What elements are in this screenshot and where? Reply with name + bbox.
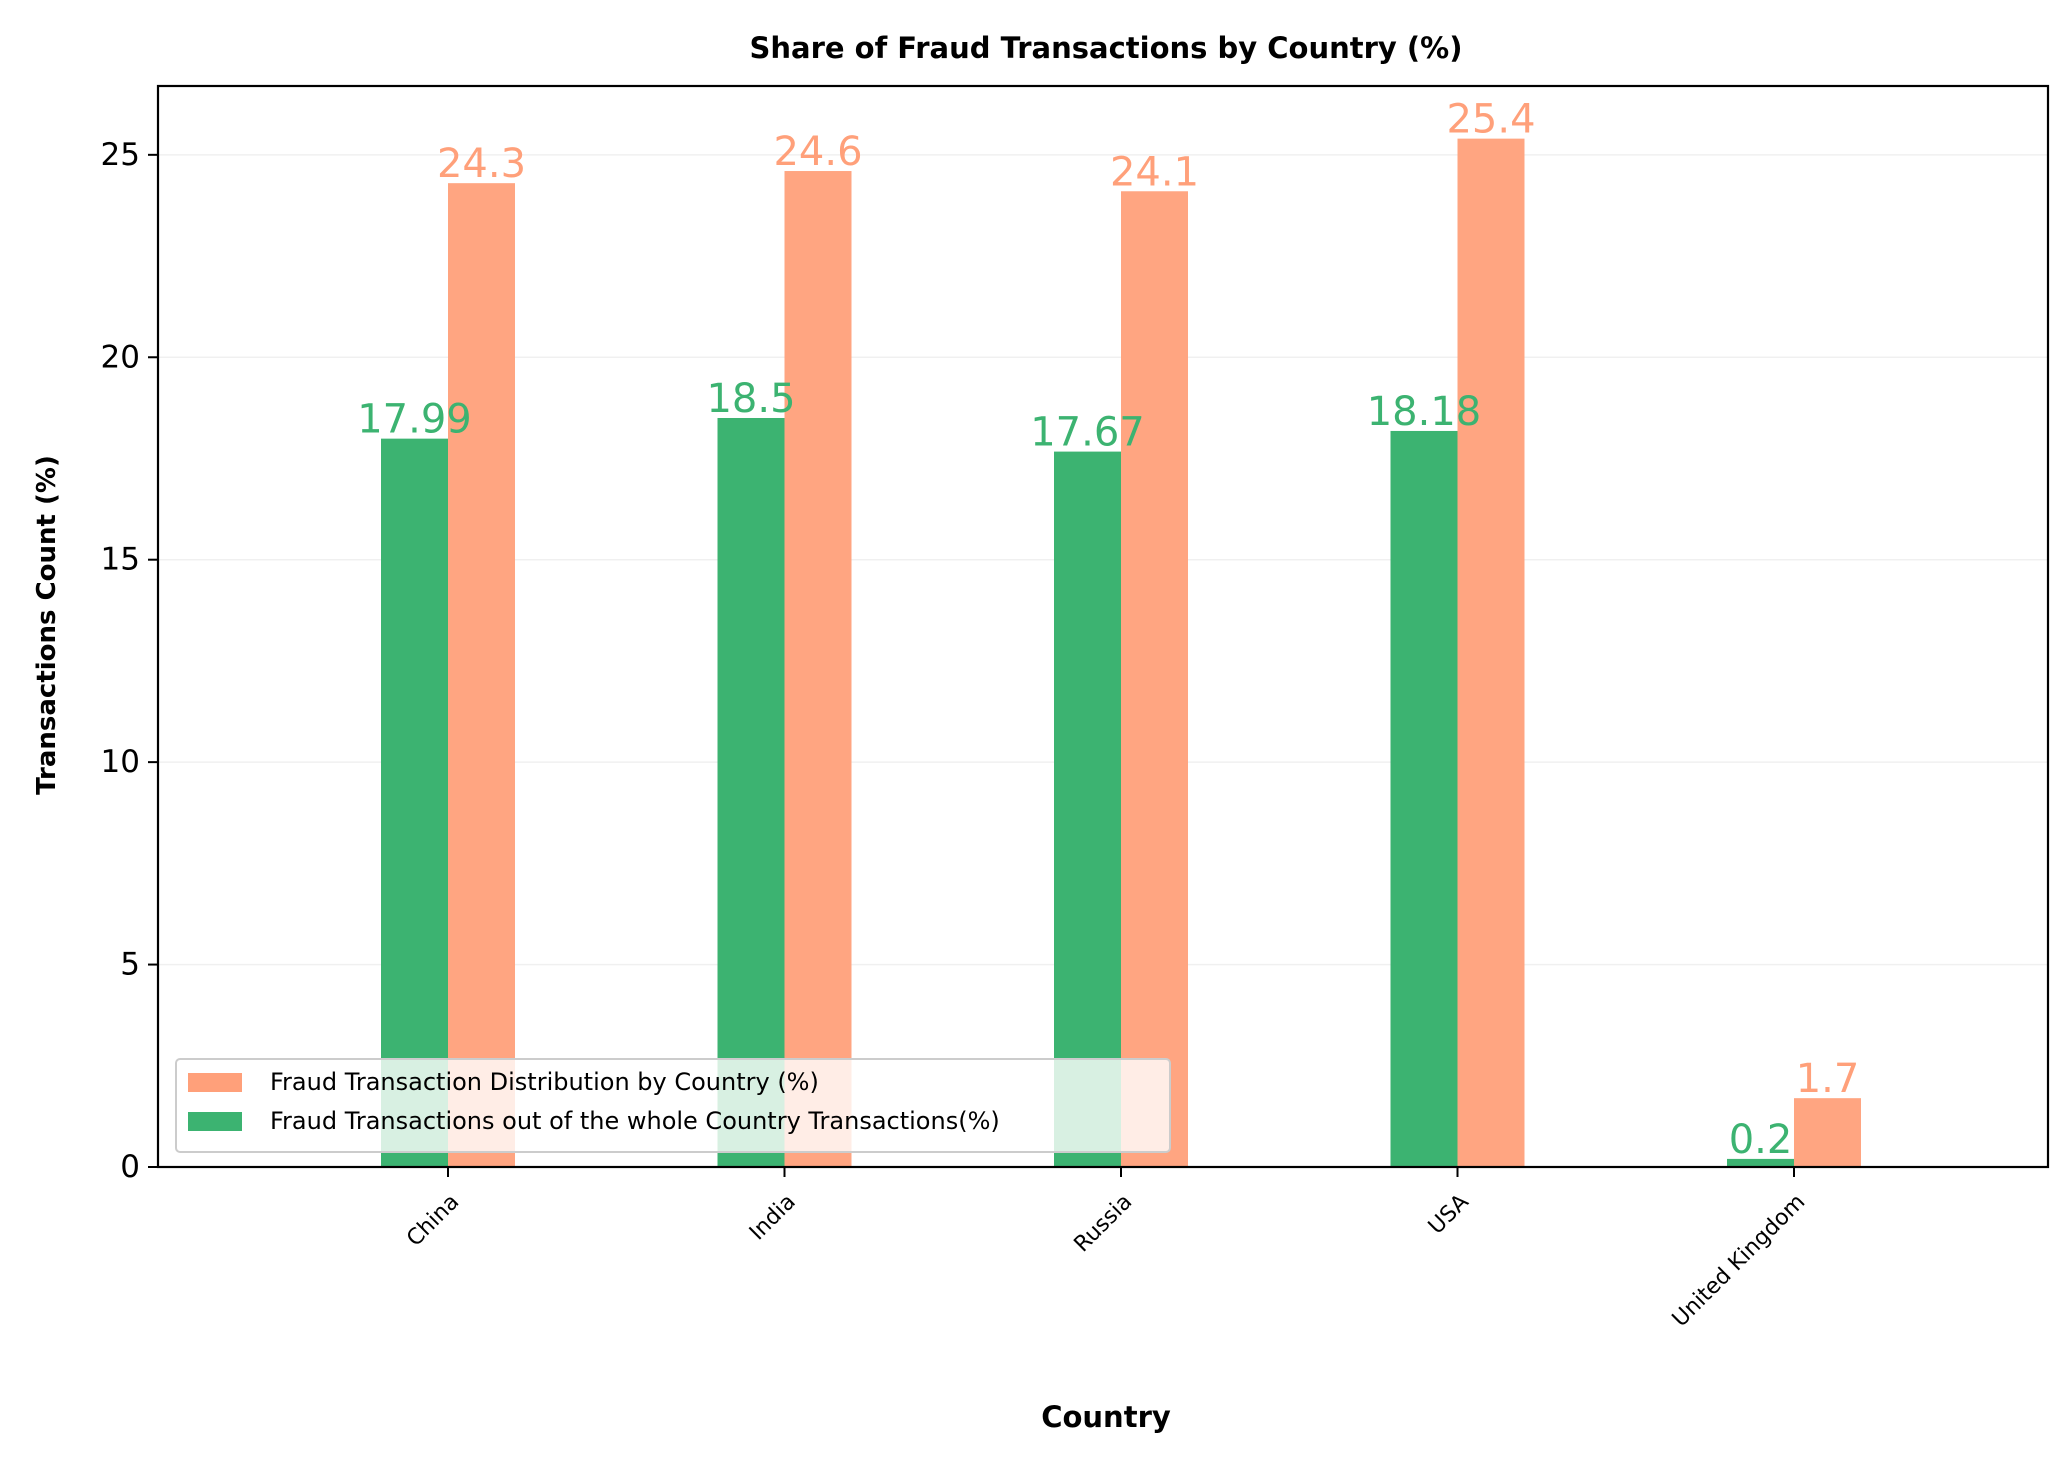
y-tick-label: 25 bbox=[101, 137, 140, 173]
legend-entry-label: Fraud Transactions out of the whole Coun… bbox=[270, 1107, 1000, 1135]
legend-box bbox=[175, 1058, 1171, 1153]
bar-country-fraud-rate bbox=[1054, 451, 1121, 1167]
y-tick-label: 20 bbox=[101, 339, 140, 375]
legend-entry-label: Fraud Transaction Distribution by Countr… bbox=[270, 1068, 819, 1096]
bar-fraud-distribution bbox=[448, 183, 515, 1168]
data-label: 24.3 bbox=[437, 141, 526, 187]
bar-country-fraud-rate bbox=[1390, 430, 1458, 1167]
data-label: 24.6 bbox=[773, 129, 862, 175]
y-tick-label: 5 bbox=[120, 947, 140, 983]
bar-fraud-distribution bbox=[1457, 138, 1525, 1168]
x-axis-label: Country bbox=[1041, 1400, 1171, 1434]
data-label: 1.7 bbox=[1796, 1056, 1860, 1102]
data-label: 18.5 bbox=[706, 376, 795, 422]
data-labels-layer: 17.99 18.5 17.67 18.18 0.2 24.3 24.6 24.1 25.4 1.… bbox=[357, 97, 1859, 1163]
legend-swatch bbox=[188, 1112, 242, 1131]
bar-country-fraud-rate bbox=[1727, 1158, 1794, 1167]
data-label: 17.99 bbox=[357, 397, 472, 443]
data-label: 25.4 bbox=[1446, 97, 1535, 143]
y-tick-label: 10 bbox=[101, 744, 140, 780]
y-tick-label: 0 bbox=[120, 1149, 140, 1185]
data-label: 17.67 bbox=[1030, 410, 1145, 456]
chart-title: Share of Fraud Transactions by Country (… bbox=[750, 31, 1463, 65]
bar-fraud-distribution bbox=[784, 171, 852, 1168]
y-tick-label: 15 bbox=[101, 542, 140, 578]
plot-area-frame bbox=[156, 84, 2050, 1169]
data-label: 0.2 bbox=[1729, 1117, 1793, 1163]
bar-country-fraud-rate bbox=[381, 438, 448, 1167]
bar-country-fraud-rate bbox=[717, 417, 785, 1167]
data-label: 18.18 bbox=[1367, 389, 1482, 435]
y-axis-label: Transactions Count (%) bbox=[32, 455, 62, 795]
bar-fraud-distribution bbox=[1794, 1098, 1861, 1167]
data-label: 24.1 bbox=[1110, 149, 1199, 195]
bar-fraud-distribution bbox=[1121, 191, 1188, 1167]
bars-layer bbox=[381, 138, 1861, 1168]
legend-swatch bbox=[188, 1073, 242, 1092]
legend: Fraud Transaction Distribution by Countr… bbox=[175, 1058, 1171, 1153]
